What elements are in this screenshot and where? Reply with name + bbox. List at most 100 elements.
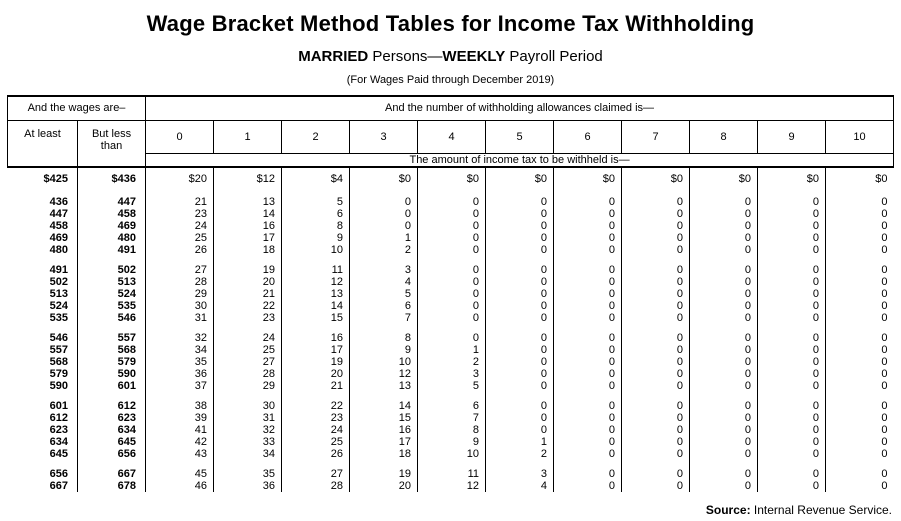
table-row: 612 623 39 31 23 15 7 0 0 0 0 0 0 xyxy=(7,412,894,424)
tax-amount-value: 0 xyxy=(621,332,691,344)
table-row: 667 678 46 36 28 20 12 4 0 0 0 0 0 xyxy=(7,480,894,492)
tax-amount-value: 0 xyxy=(757,332,827,344)
tax-amount-value: 17 xyxy=(281,344,351,356)
tax-amount-value: 0 xyxy=(485,220,555,232)
subtitle-married-bold: MARRIED xyxy=(298,48,369,65)
source-note: Source: Internal Revenue Service. xyxy=(0,503,892,517)
tax-amount-value: 0 xyxy=(757,300,827,312)
at-least-value: $425 xyxy=(7,167,78,188)
tax-amount-value: 2 xyxy=(349,244,419,256)
tax-amount-value: $0 xyxy=(875,173,888,185)
allowance-col-header-10: 10 xyxy=(825,120,895,154)
at-least-value: 502 xyxy=(7,276,78,288)
tax-amount-value: 6 xyxy=(417,400,487,412)
tax-amount-value: 12 xyxy=(281,276,351,288)
tax-amount-value: 12 xyxy=(417,480,487,492)
but-less-than-value: 480 xyxy=(77,232,147,244)
tax-amount-value: 3 xyxy=(417,368,487,380)
tax-amount-value: 0 xyxy=(553,208,623,220)
at-least-value: 645 xyxy=(7,448,78,460)
table-row: 579 590 36 28 20 12 3 0 0 0 0 0 0 xyxy=(7,368,894,380)
tax-amount-value: 37 xyxy=(145,380,215,392)
but-less-than-value: 513 xyxy=(77,276,147,288)
tax-amount-value: 0 xyxy=(757,344,827,356)
but-less-than-value: 458 xyxy=(77,208,147,220)
tax-amount-value: 0 xyxy=(881,196,888,208)
at-least-value: 458 xyxy=(7,220,78,232)
tax-amount-value: 6 xyxy=(349,300,419,312)
tax-amount-value: 0 xyxy=(881,208,888,220)
tax-amount-value: 13 xyxy=(349,380,419,392)
tax-amount-value: 33 xyxy=(213,436,283,448)
tax-amount-value: 0 xyxy=(553,368,623,380)
tax-amount-value: 0 xyxy=(417,312,487,324)
allowance-col-header-2: 2 xyxy=(281,120,351,154)
subtitle-mid-text: Persons— xyxy=(368,48,443,65)
tax-amount-value: $0 xyxy=(689,167,759,188)
allowance-col-header-0: 0 xyxy=(145,120,215,154)
tax-amount-value: 0 xyxy=(881,380,888,392)
tax-amount-value: 0 xyxy=(881,220,888,232)
tax-amount-value: 0 xyxy=(621,232,691,244)
tax-amount-value: 0 xyxy=(881,312,888,324)
tax-amount-value: 0 xyxy=(689,424,759,436)
tax-amount-value: 0 xyxy=(881,232,888,244)
tax-amount-value: 8 xyxy=(417,424,487,436)
tax-amount-value: 30 xyxy=(145,300,215,312)
tax-amount-value: 0 xyxy=(485,332,555,344)
tax-amount-value: 34 xyxy=(213,448,283,460)
page-title: Wage Bracket Method Tables for Income Ta… xyxy=(146,11,755,36)
tax-amount-value: 0 xyxy=(757,244,827,256)
tax-amount-value: 34 xyxy=(145,344,215,356)
tax-amount-value: 0 xyxy=(689,220,759,232)
tax-amount-value: 1 xyxy=(485,436,555,448)
tax-amount-value: 0 xyxy=(485,412,555,424)
tax-amount-value: 0 xyxy=(621,244,691,256)
tax-amount-value: 46 xyxy=(145,480,215,492)
tax-amount-value: 0 xyxy=(621,288,691,300)
tax-amount-value: 29 xyxy=(145,288,215,300)
amount-header-row: The amount of income tax to be withheld … xyxy=(8,153,895,168)
tax-amount-value: 0 xyxy=(689,368,759,380)
tax-amount-value: 20 xyxy=(281,368,351,380)
tax-amount-value: 28 xyxy=(281,480,351,492)
tax-amount-value: 0 xyxy=(485,424,555,436)
tax-amount-value: 17 xyxy=(349,436,419,448)
tax-amount-value: 0 xyxy=(689,412,759,424)
tax-amount-value: $0 xyxy=(757,167,827,188)
tax-amount-value: 5 xyxy=(349,288,419,300)
tax-amount-value: 0 xyxy=(689,448,759,460)
tax-amount-value: 26 xyxy=(145,244,215,256)
tax-amount-value: 8 xyxy=(349,332,419,344)
tax-amount-value: 9 xyxy=(417,436,487,448)
tax-amount-value: 0 xyxy=(757,400,827,412)
tax-amount-value: 0 xyxy=(485,244,555,256)
tax-amount-value: 1 xyxy=(417,344,487,356)
at-least-value: 513 xyxy=(7,288,78,300)
tax-amount-value: 0 xyxy=(349,220,419,232)
tax-amount-value: 14 xyxy=(213,208,283,220)
tax-amount-value: 0 xyxy=(553,220,623,232)
but-less-than-value: 524 xyxy=(77,288,147,300)
tax-amount-value: 0 xyxy=(621,196,691,208)
tax-amount-value: 0 xyxy=(553,448,623,460)
tax-amount-value: 0 xyxy=(621,424,691,436)
table-row: 590 601 37 29 21 13 5 0 0 0 0 0 0 xyxy=(7,380,894,392)
tax-amount-value: 0 xyxy=(689,208,759,220)
tax-amount-value: 8 xyxy=(281,220,351,232)
tax-amount-value: 0 xyxy=(485,368,555,380)
but-less-than-value: 469 xyxy=(77,220,147,232)
tax-amount-value: 0 xyxy=(485,276,555,288)
table-row: 480 491 26 18 10 2 0 0 0 0 0 0 0 xyxy=(7,244,894,256)
tax-amount-value: 0 xyxy=(689,276,759,288)
group-spacer-row xyxy=(7,324,894,332)
tax-amount-value: 43 xyxy=(145,448,215,460)
tax-amount-value: 0 xyxy=(417,232,487,244)
tax-amount-value: 9 xyxy=(349,344,419,356)
tax-amount-value: 0 xyxy=(621,412,691,424)
but-less-than-value: 447 xyxy=(77,196,147,208)
tax-amount-value: 4 xyxy=(485,480,555,492)
tax-amount-value: 0 xyxy=(757,368,827,380)
tax-amount-value: 0 xyxy=(621,264,691,276)
tax-amount-value: 0 xyxy=(485,196,555,208)
